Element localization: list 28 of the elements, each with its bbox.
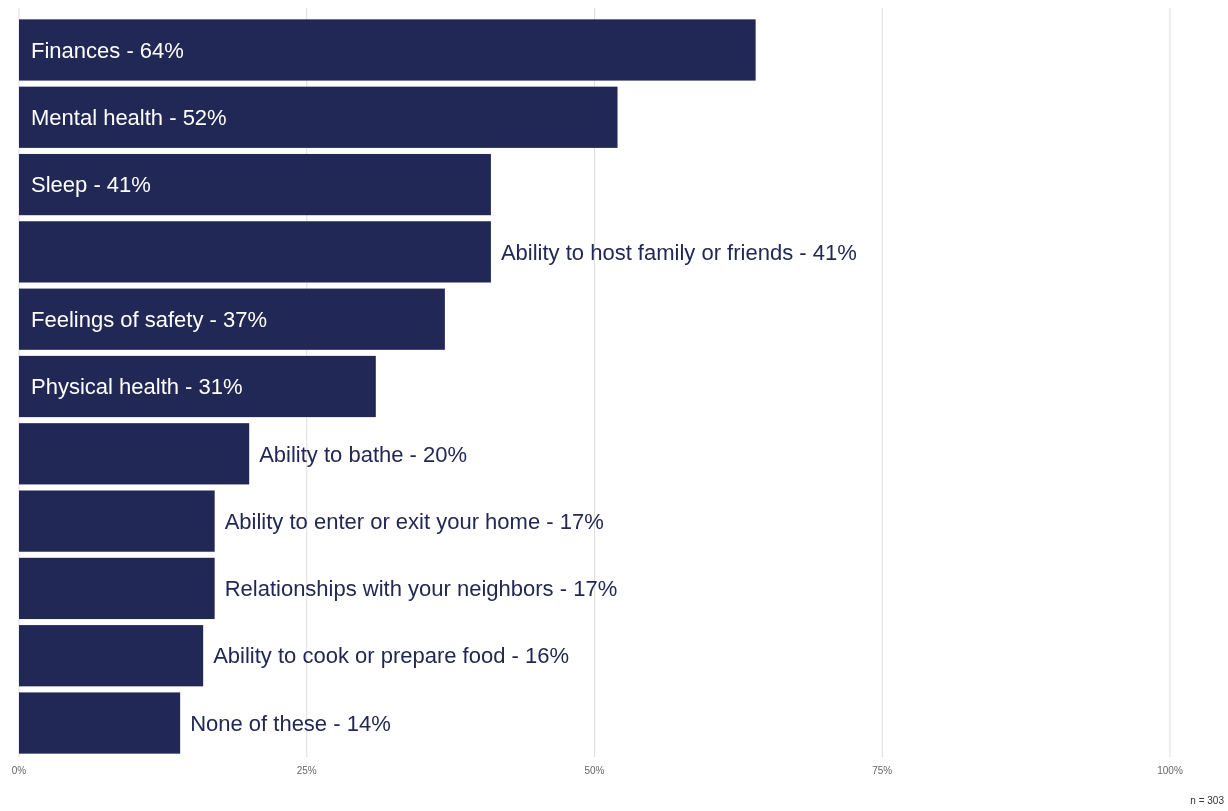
x-tick-label: 25%: [296, 765, 317, 776]
bar: [19, 288, 445, 350]
bar: [19, 557, 215, 620]
y-tick-label: Ability to cook or prepare food - 16%: [213, 643, 570, 669]
y-tick-label: Physical health - 31%: [31, 374, 243, 400]
y-tick-label: None of these - 14%: [190, 710, 391, 736]
bar: [19, 490, 215, 552]
bar: [19, 19, 756, 81]
bar: [19, 153, 491, 216]
y-tick-label: Finances - 64%: [31, 37, 184, 63]
bar: [19, 355, 376, 418]
bar: [19, 221, 491, 283]
y-tick-label: Relationships with your neighbors - 17%: [224, 576, 618, 602]
text: n = 303: [1190, 795, 1225, 806]
bar: [19, 625, 204, 687]
y-tick-label: Ability to enter or exit your home - 17%: [224, 508, 604, 534]
x-tick-label: 100%: [1157, 765, 1183, 776]
y-tick-label: Ability to bathe - 20%: [259, 441, 468, 467]
x-tick-label: 50%: [584, 765, 605, 776]
y-tick-label: Sleep - 41%: [31, 172, 151, 198]
x-tick-label: 75%: [872, 765, 893, 776]
y-tick-label: Ability to host family or friends - 41%: [500, 239, 857, 265]
y-tick-label: Mental health - 52%: [31, 104, 227, 130]
bar: [19, 423, 250, 485]
bar: [19, 86, 618, 148]
bar: [19, 692, 181, 754]
x-tick-label: 0%: [11, 765, 27, 776]
y-tick-label: Feelings of safety - 37%: [31, 306, 268, 332]
